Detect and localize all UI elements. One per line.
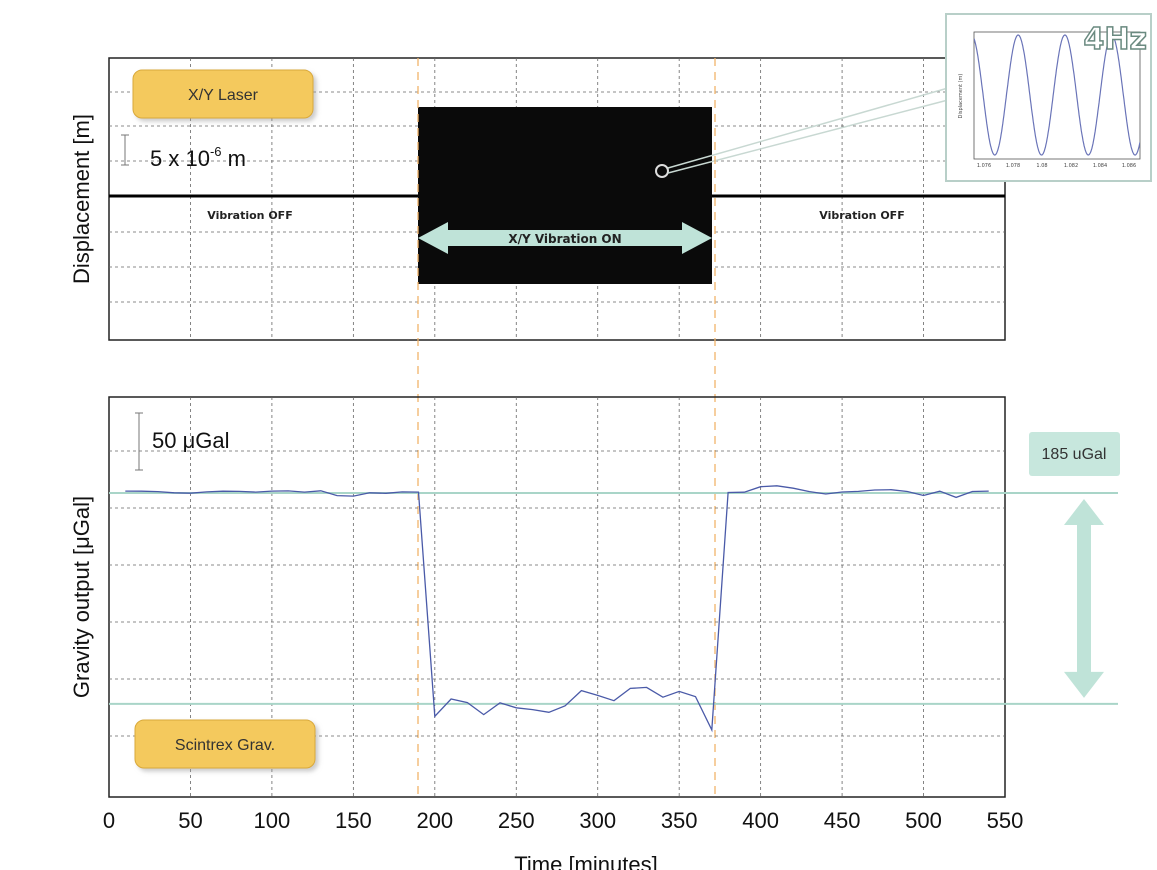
x-axis-ticks: 0 50 100 150 200 250 300 350 400 450 500 550 (103, 808, 1023, 833)
x-tick-label: 250 (498, 808, 535, 833)
bottom-grid (109, 397, 1005, 797)
x-tick-label: 350 (661, 808, 698, 833)
x-tick-label: 450 (824, 808, 861, 833)
difference-label: 185 uGal (1042, 446, 1107, 463)
difference-label-box (1029, 432, 1120, 476)
vibration-on-arrow (418, 222, 712, 254)
inset-tick-label: 1.08 (1036, 163, 1047, 169)
x-axis-label: Time [minutes] (514, 852, 657, 870)
inset-tick-label: 1.086 (1122, 163, 1136, 169)
x-tick-label: 300 (579, 808, 616, 833)
scintrex-tag (134, 719, 316, 769)
inset-callout-line-1 (667, 87, 949, 169)
scintrex-tag-label: Scintrex Grav. (175, 737, 275, 754)
inset-tick-label: 1.078 (1006, 163, 1020, 169)
inset-tick-label: 1.084 (1093, 163, 1107, 169)
inset-tick-label: 1.082 (1064, 163, 1078, 169)
vibration-on-label: X/Y Vibration ON (508, 232, 621, 246)
inset-frequency-label: 4Hz (1084, 22, 1147, 57)
vibration-off-left-label: Vibration OFF (207, 209, 292, 222)
inset-sine-wave (974, 34, 1140, 156)
x-tick-label: 550 (987, 808, 1024, 833)
x-tick-label: 400 (742, 808, 779, 833)
bottom-scale-bar-label: 50 μGal (152, 428, 230, 453)
bottom-plot-area (108, 396, 1006, 798)
laser-tag-label: X/Y Laser (188, 87, 259, 104)
top-grid (109, 58, 1005, 340)
vibration-off-right-label: Vibration OFF (819, 209, 904, 222)
vibration-signal-block (418, 107, 712, 284)
x-tick-label: 0 (103, 808, 115, 833)
top-scale-bar (121, 134, 129, 166)
bottom-scale-bar (135, 412, 143, 471)
inset-tick-label: 1.076 (977, 163, 991, 169)
top-scale-bar-label: 5 x 10-6 m (150, 144, 246, 171)
x-tick-label: 150 (335, 808, 372, 833)
x-tick-label: 200 (416, 808, 453, 833)
laser-tag (132, 69, 314, 119)
inset-ticks: 1.076 1.078 1.08 1.082 1.084 1.086 (977, 163, 1136, 169)
gravity-series-line (125, 485, 989, 733)
x-tick-label: 500 (905, 808, 942, 833)
x-tick-label: 100 (254, 808, 291, 833)
inset-ylabel: Displacement (m) (958, 74, 964, 119)
top-panel: 5 x 10-6 m X/Y Laser Vibration OFF Vibra… (69, 13, 1152, 341)
bottom-panel: 50 μGal Scintrex Grav. 185 uGal 0 50 100 15… (69, 396, 1120, 870)
bottom-ylabel: Gravity output [μGal] (69, 496, 94, 698)
inset-plot: 1.076 1.078 1.08 1.082 1.084 1.086 Displaceme… (945, 13, 1152, 182)
top-ylabel: Displacement [m] (69, 114, 94, 284)
inset-callout-marker (655, 164, 669, 178)
difference-arrow (1064, 499, 1104, 698)
x-tick-label: 50 (178, 808, 202, 833)
